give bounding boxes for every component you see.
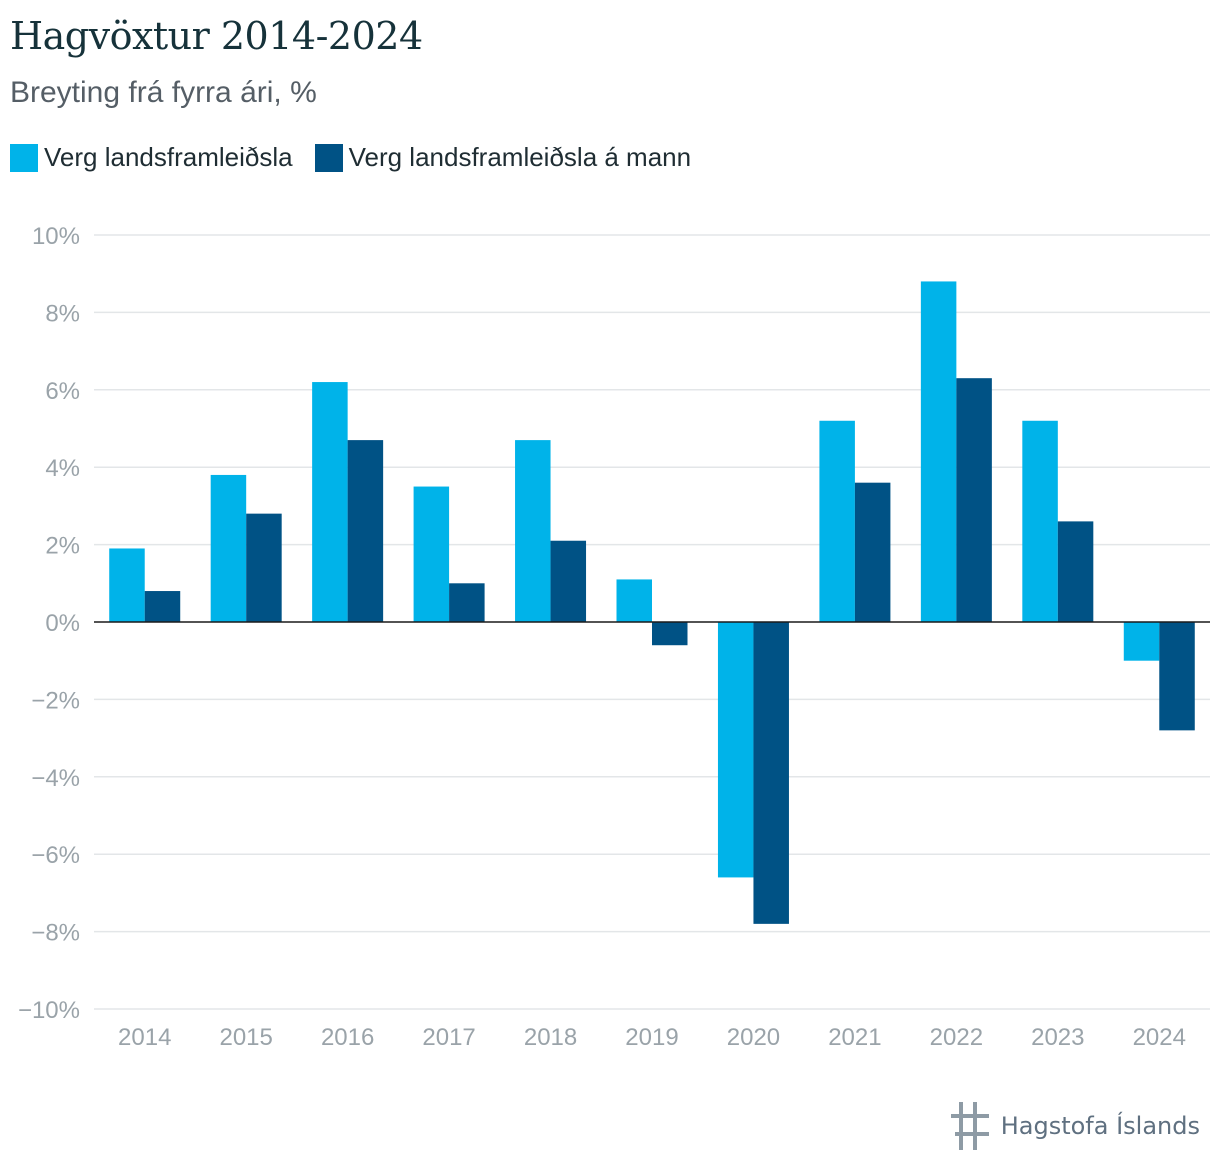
hagstofa-logo-icon xyxy=(950,1102,989,1150)
x-axis-tick-labels: 2014 2015 2016 2017 2018 2019 2020 2021 2022 2023… xyxy=(118,1024,1186,1051)
y-tick-label: −2% xyxy=(31,687,80,714)
bar-gdp-per-capita-2014 xyxy=(144,591,181,622)
x-tick-label: 2021 xyxy=(828,1024,881,1051)
x-tick-label: 2014 xyxy=(118,1024,171,1051)
bar-gdp-per-capita-2021 xyxy=(854,482,891,622)
bars xyxy=(109,281,1195,924)
bar-gdp-2024 xyxy=(1123,622,1160,661)
bar-gdp-per-capita-2020 xyxy=(753,622,789,924)
x-tick-label: 2015 xyxy=(219,1024,272,1051)
bar-gdp-2019 xyxy=(616,579,652,622)
bar-gdp-per-capita-2024 xyxy=(1159,622,1195,731)
chart-subtitle: Breyting frá fyrra ári, % xyxy=(10,76,317,109)
hagstofa-logo: Hagstofa Íslands xyxy=(950,1100,1200,1152)
x-tick-label: 2016 xyxy=(321,1024,374,1051)
y-tick-label: −8% xyxy=(31,920,80,947)
bar-gdp-per-capita-2017 xyxy=(449,583,485,622)
x-tick-label: 2023 xyxy=(1031,1024,1084,1051)
y-tick-label: 0% xyxy=(45,610,80,637)
chart-title: Hagvöxtur 2014-2024 xyxy=(10,14,423,58)
bar-gdp-per-capita-2018 xyxy=(550,540,587,622)
bar-gdp-per-capita-2023 xyxy=(1057,521,1094,622)
bar-gdp-2018 xyxy=(515,440,551,622)
bar-gdp-2023 xyxy=(1022,420,1058,622)
legend-label-gdp: Verg landsframleiðsla xyxy=(44,142,293,172)
bar-gdp-2015 xyxy=(210,474,247,622)
bar-gdp-2020 xyxy=(717,622,754,878)
bar-gdp-2016 xyxy=(312,382,348,622)
y-tick-label: 6% xyxy=(45,378,80,405)
bar-gdp-2022 xyxy=(920,281,957,622)
x-tick-label: 2022 xyxy=(930,1024,983,1051)
legend-swatch-gdp xyxy=(10,143,38,172)
bar-gdp-2014 xyxy=(109,548,145,622)
hagstofa-logo-text: Hagstofa Íslands xyxy=(1000,1112,1200,1140)
legend-item-gdp: Verg landsframleiðsla xyxy=(10,142,293,173)
x-tick-label: 2017 xyxy=(422,1024,475,1051)
legend-label-gdp-per-capita: Verg landsframleiðsla á mann xyxy=(348,142,692,172)
y-tick-label: −10% xyxy=(18,997,80,1024)
bar-gdp-per-capita-2016 xyxy=(347,440,384,622)
x-tick-label: 2020 xyxy=(727,1024,780,1051)
y-tick-label: −4% xyxy=(31,765,80,792)
bar-gdp-2017 xyxy=(413,486,450,622)
legend: Verg landsframleiðsla Verg landsframleið… xyxy=(10,142,713,173)
y-tick-label: 4% xyxy=(45,455,80,482)
y-tick-label: 10% xyxy=(32,223,80,250)
bar-gdp-per-capita-2022 xyxy=(956,378,992,622)
x-tick-label: 2018 xyxy=(524,1024,577,1051)
y-tick-label: 2% xyxy=(45,533,80,560)
bar-gdp-per-capita-2015 xyxy=(246,513,282,622)
x-tick-label: 2024 xyxy=(1133,1024,1186,1051)
x-tick-label: 2019 xyxy=(625,1024,678,1051)
y-axis-tick-labels: 10% 8% 6% 4% 2% 0% −2% −4% −6% −8% −10% xyxy=(18,223,80,1024)
y-tick-label: −6% xyxy=(31,842,80,869)
bar-gdp-2021 xyxy=(819,420,855,622)
legend-item-gdp-per-capita: Verg landsframleiðsla á mann xyxy=(314,142,692,173)
bar-gdp-per-capita-2019 xyxy=(652,622,688,646)
legend-swatch-gdp-per-capita xyxy=(314,143,343,172)
y-tick-label: 8% xyxy=(45,300,80,327)
